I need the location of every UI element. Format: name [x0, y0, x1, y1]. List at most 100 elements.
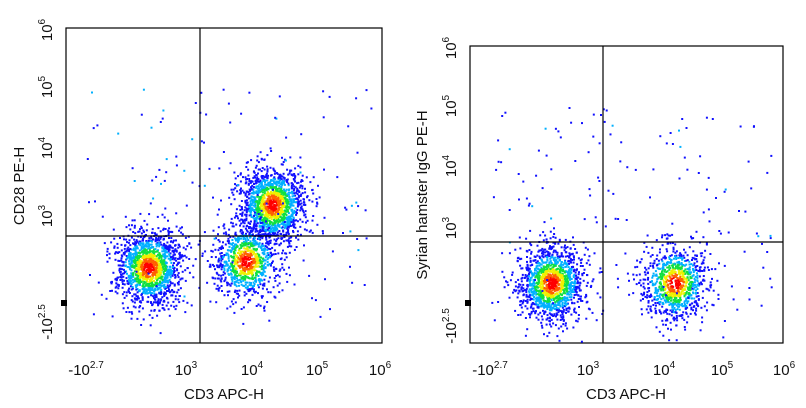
event-dot — [297, 238, 300, 241]
event-dot — [227, 269, 230, 272]
event-dot — [552, 241, 555, 244]
event-dot — [137, 297, 140, 300]
event-dot — [214, 268, 216, 271]
event-dot — [280, 187, 283, 190]
event-dot — [244, 264, 247, 267]
event-dot — [163, 250, 166, 252]
event-dot — [141, 279, 144, 282]
event-dot — [227, 294, 229, 297]
event-dot — [287, 226, 290, 229]
event-dot — [124, 244, 127, 247]
event-dot — [276, 233, 279, 236]
event-dot — [252, 281, 255, 284]
event-dot — [206, 260, 209, 262]
event-dot — [151, 266, 154, 269]
event-dot — [289, 215, 292, 218]
event-dot — [523, 289, 526, 292]
event-dot — [254, 279, 257, 282]
event-dot — [267, 223, 270, 226]
event-dot — [270, 224, 273, 227]
event-dot — [234, 289, 237, 292]
event-dot — [285, 136, 288, 139]
event-dot — [559, 277, 562, 280]
event-dot — [136, 278, 138, 281]
event-dot — [163, 308, 166, 311]
event-dot — [299, 184, 302, 187]
event-dot — [149, 256, 152, 259]
plot-frame — [469, 45, 784, 344]
event-dot — [302, 211, 305, 214]
event-dot — [534, 311, 537, 314]
event-dot — [268, 192, 271, 195]
event-dot — [242, 259, 245, 262]
event-dot — [349, 265, 351, 268]
event-dot — [265, 229, 268, 232]
event-dot — [255, 214, 258, 217]
event-dot — [261, 221, 264, 224]
event-dot — [266, 186, 268, 189]
event-dot — [146, 260, 149, 263]
event-dot — [213, 265, 215, 268]
event-dot — [261, 237, 264, 240]
event-dot — [292, 218, 295, 221]
event-dot — [260, 256, 262, 259]
event-dot — [222, 241, 224, 244]
event-dot — [573, 268, 576, 271]
event-dot — [276, 190, 279, 193]
event-dot — [235, 280, 238, 283]
event-dot — [562, 292, 565, 295]
event-dot — [251, 180, 254, 183]
event-dot — [573, 282, 575, 285]
event-dot — [117, 276, 120, 279]
event-dot — [565, 286, 568, 288]
event-dot — [232, 271, 235, 274]
event-dot — [248, 284, 251, 287]
event-dot — [156, 241, 159, 244]
event-dot — [246, 267, 248, 270]
event-dot — [148, 289, 151, 292]
event-dot — [552, 251, 555, 254]
event-dot — [144, 281, 147, 284]
event-dot — [549, 257, 552, 260]
event-dot — [570, 278, 573, 280]
event-dot — [163, 262, 166, 265]
event-dot — [263, 194, 266, 197]
event-dot — [260, 190, 263, 193]
event-dot — [164, 255, 167, 258]
event-dot — [232, 259, 235, 262]
event-dot — [561, 303, 564, 306]
event-dot — [580, 295, 582, 298]
event-dot — [150, 250, 153, 253]
event-dot — [165, 244, 167, 247]
event-dot — [257, 245, 260, 248]
event-dot — [155, 273, 158, 276]
event-dot — [543, 221, 546, 224]
event-dot — [555, 285, 558, 288]
event-dot — [279, 209, 282, 212]
event-dot — [292, 189, 295, 192]
event-dot — [120, 243, 123, 246]
event-dot — [175, 264, 178, 267]
event-dot — [168, 288, 170, 291]
event-dot — [253, 251, 255, 254]
event-dot — [529, 260, 532, 263]
data-points — [491, 107, 773, 343]
event-dot — [564, 238, 567, 241]
event-dot — [296, 201, 299, 204]
event-dot — [268, 276, 271, 279]
event-dot — [254, 263, 257, 266]
event-dot — [251, 195, 254, 198]
event-dot — [171, 272, 174, 275]
event-dot — [149, 292, 152, 294]
event-dot — [536, 271, 539, 274]
event-dot — [126, 280, 129, 282]
event-dot — [254, 243, 257, 246]
event-dot — [135, 286, 138, 289]
event-dot — [271, 207, 274, 209]
event-dot — [264, 181, 266, 184]
event-dot — [142, 291, 145, 294]
event-dot — [573, 307, 576, 310]
event-dot — [568, 290, 570, 293]
event-dot — [242, 261, 245, 263]
event-dot — [302, 259, 305, 262]
